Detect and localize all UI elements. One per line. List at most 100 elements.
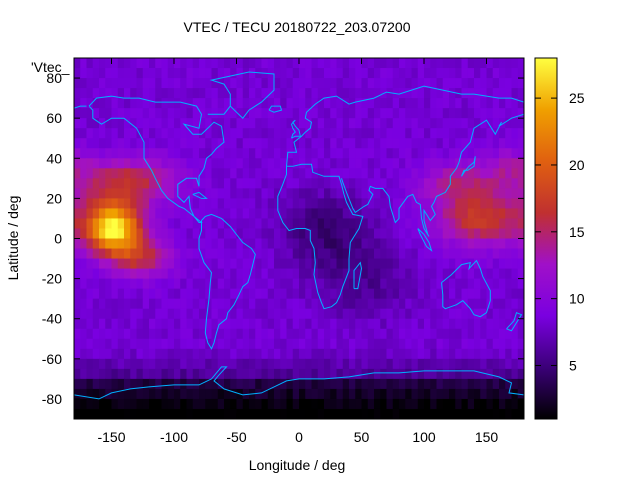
heatmap-cell: [517, 68, 524, 79]
heatmap-cell: [461, 178, 469, 189]
heatmap-cell: [430, 148, 438, 159]
heatmap-cell: [411, 198, 419, 210]
heatmap-cell: [286, 268, 294, 280]
heatmap-cell: [367, 58, 375, 69]
heatmap-cell: [99, 378, 106, 390]
heatmap-cell: [486, 398, 494, 410]
heatmap-cell: [105, 318, 113, 330]
heatmap-cell: [211, 88, 219, 99]
heatmap-cell: [74, 118, 81, 129]
heatmap-cell: [111, 188, 119, 199]
heatmap-cell: [124, 298, 131, 310]
heatmap-cell: [249, 298, 256, 310]
heatmap-cell: [124, 208, 131, 220]
heatmap-cell: [367, 338, 375, 350]
heatmap-cell: [399, 398, 406, 410]
heatmap-cell: [105, 328, 113, 340]
heatmap-cell: [167, 108, 175, 119]
heatmap-cell: [230, 128, 238, 139]
heatmap-cell: [117, 338, 125, 350]
heatmap-cell: [80, 78, 88, 89]
heatmap-cell: [224, 378, 231, 390]
heatmap-cell: [186, 58, 194, 69]
heatmap-cell: [167, 98, 175, 109]
heatmap-cell: [342, 408, 350, 419]
heatmap-cell: [236, 188, 244, 199]
heatmap-cell: [342, 98, 350, 109]
heatmap-cell: [505, 178, 513, 189]
heatmap-cell: [211, 168, 219, 179]
heatmap-cell: [486, 278, 494, 290]
heatmap-cell: [499, 138, 506, 149]
heatmap-cell: [217, 188, 225, 199]
heatmap-cell: [336, 138, 344, 149]
heatmap-cell: [449, 378, 456, 390]
heatmap-cell: [80, 168, 88, 179]
key-label: 'Vtec_: [31, 59, 70, 75]
heatmap-cell: [117, 78, 125, 89]
heatmap-cell: [436, 98, 444, 109]
heatmap-cell: [149, 78, 156, 89]
heatmap-cell: [380, 368, 388, 380]
heatmap-cell: [386, 148, 394, 159]
heatmap-cell: [80, 348, 88, 360]
heatmap-cell: [292, 88, 300, 99]
heatmap-cell: [111, 408, 119, 419]
heatmap-cell: [511, 258, 519, 270]
heatmap-cell: [161, 338, 169, 350]
heatmap-cell: [430, 278, 438, 290]
heatmap-cell: [336, 218, 344, 230]
heatmap-cell: [399, 368, 406, 380]
heatmap-cell: [355, 88, 363, 99]
heatmap-cell: [505, 98, 513, 109]
heatmap-cell: [211, 388, 219, 400]
heatmap-cell: [142, 308, 150, 320]
heatmap-cell: [336, 358, 344, 370]
heatmap-cell: [305, 138, 313, 149]
heatmap-cell: [392, 218, 400, 230]
heatmap-cell: [242, 268, 250, 280]
heatmap-cell: [474, 358, 481, 370]
heatmap-cell: [492, 208, 500, 220]
heatmap-cell: [374, 188, 381, 199]
colorbar-tick-label: 10: [569, 291, 585, 307]
heatmap-cell: [449, 408, 456, 419]
heatmap-cell: [224, 348, 231, 360]
heatmap-cell: [467, 358, 475, 370]
heatmap-cell: [217, 108, 225, 119]
heatmap-cell: [180, 68, 188, 79]
heatmap-cell: [511, 328, 519, 340]
heatmap-cell: [124, 308, 131, 320]
heatmap-cell: [505, 268, 513, 280]
heatmap-cell: [467, 338, 475, 350]
heatmap-cell: [517, 368, 524, 380]
heatmap-cell: [330, 298, 338, 310]
heatmap-cell: [86, 218, 94, 230]
heatmap-cell: [217, 338, 225, 350]
coastline: [74, 105, 87, 109]
heatmap-cell: [449, 218, 456, 230]
heatmap-cell: [467, 58, 475, 69]
heatmap-cell: [355, 178, 363, 189]
heatmap-cell: [480, 148, 488, 159]
heatmap-cell: [274, 158, 281, 169]
heatmap-cell: [142, 88, 150, 99]
heatmap-cell: [174, 58, 181, 69]
heatmap-cell: [280, 98, 288, 109]
heatmap-cell: [311, 238, 319, 250]
heatmap-cell: [430, 318, 438, 330]
heatmap-cell: [292, 258, 300, 270]
heatmap-cell: [411, 368, 419, 380]
heatmap-cell: [330, 188, 338, 199]
heatmap-cell: [261, 328, 269, 340]
heatmap-cell: [205, 308, 213, 320]
heatmap-cell: [461, 378, 469, 390]
heatmap-cell: [399, 118, 406, 129]
heatmap-cell: [342, 188, 350, 199]
y-tick-label: 0: [54, 231, 62, 247]
heatmap-cell: [186, 358, 194, 370]
heatmap-cell: [342, 168, 350, 179]
heatmap-cell: [317, 218, 325, 230]
heatmap-cell: [74, 278, 81, 290]
heatmap-cell: [461, 238, 469, 250]
